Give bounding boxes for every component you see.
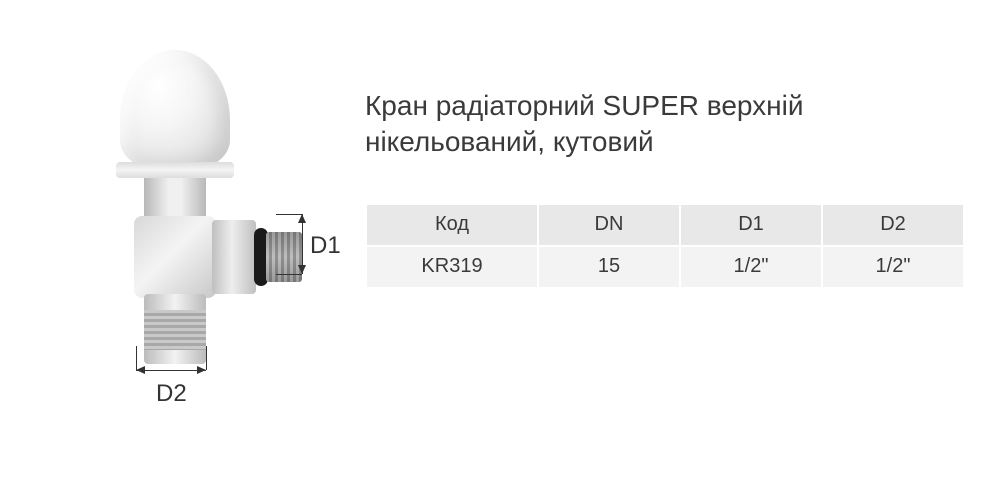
table-cell: 15: [539, 247, 679, 287]
content-panel: Кран радіаторний SUPER верхній нікельова…: [365, 88, 975, 289]
table-header-cell: D1: [681, 205, 821, 245]
dimension-d2: D2: [136, 370, 216, 430]
table-cell: KR319: [367, 247, 537, 287]
valve-illustration: [70, 50, 270, 370]
table-header-row: Код DN D1 D2: [367, 205, 963, 245]
dimension-d1-label: D1: [310, 232, 341, 260]
table-header-cell: D2: [823, 205, 963, 245]
product-figure: D1 D2: [20, 40, 340, 430]
page-root: D1 D2 Кран радіаторний SUPER верхній нік…: [0, 0, 995, 500]
product-title: Кран радіаторний SUPER верхній нікельова…: [365, 88, 975, 161]
spec-table: Код DN D1 D2 KR319 15 1/2" 1/2": [365, 203, 965, 289]
table-header-cell: DN: [539, 205, 679, 245]
table-header-cell: Код: [367, 205, 537, 245]
table-cell: 1/2": [681, 247, 821, 287]
dimension-d2-label: D2: [156, 380, 187, 408]
table-cell: 1/2": [823, 247, 963, 287]
dimension-d1: D1: [302, 214, 362, 284]
table-row: KR319 15 1/2" 1/2": [367, 247, 963, 287]
